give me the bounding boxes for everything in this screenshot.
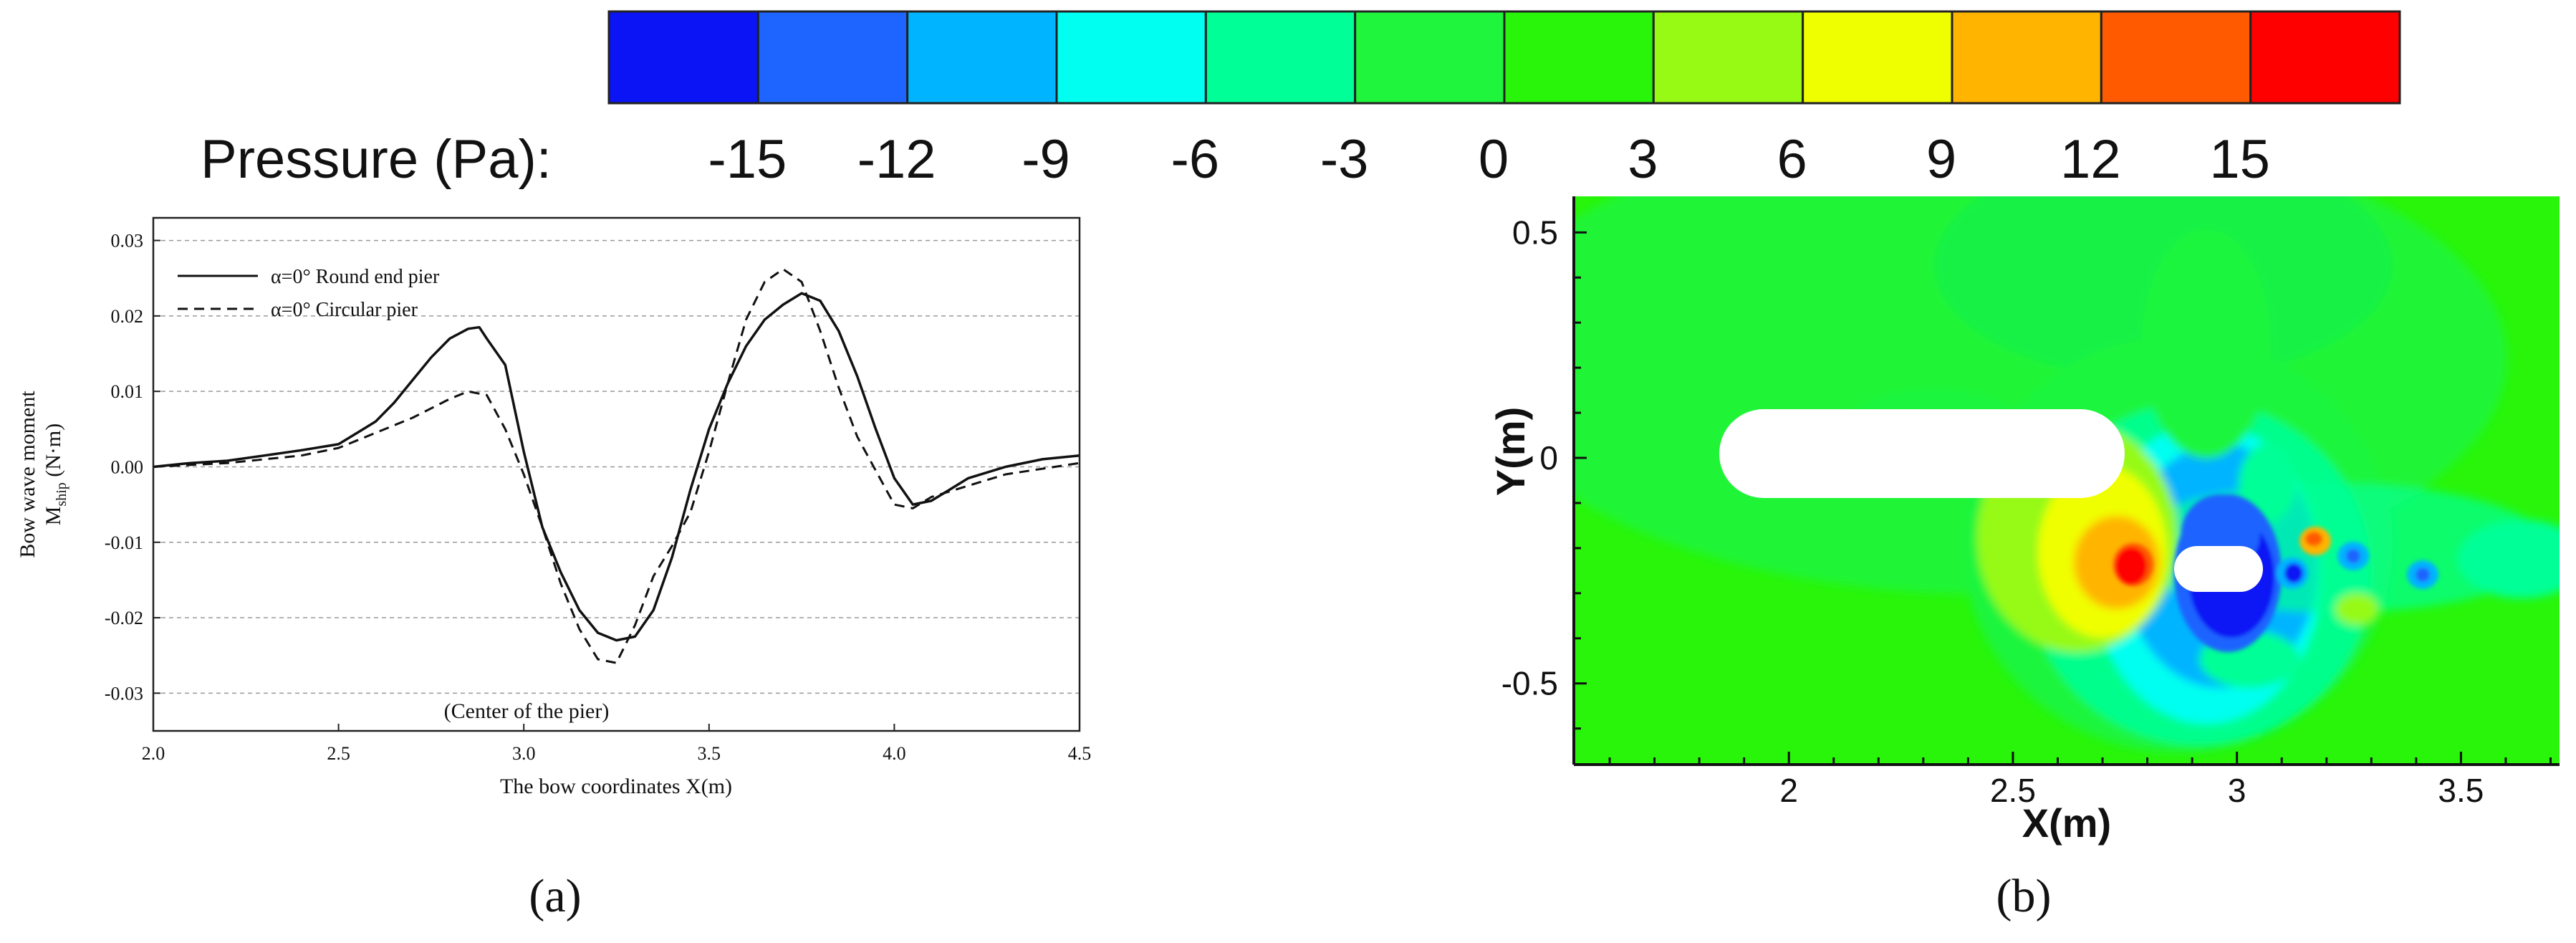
y-tick-label: -0.5 xyxy=(1501,665,1558,702)
series-line-round-end-pier xyxy=(153,292,1080,642)
x-tick-label: 3.5 xyxy=(2438,772,2484,809)
colorbar-swatch xyxy=(607,10,759,105)
colorbar-swatch xyxy=(1652,10,1804,105)
y-axis-label: Y(m) xyxy=(1488,407,1533,496)
y-tick-label: 0.03 xyxy=(111,231,144,252)
y-tick-label: 0.02 xyxy=(111,306,144,327)
y-tick-labels: 0.5 0 -0.5 xyxy=(1501,214,1558,702)
colorbar-swatch xyxy=(1204,10,1357,105)
legend: α=0° Round end pier α=0° Circular pier xyxy=(178,266,440,321)
y-tick-label: -0.02 xyxy=(105,608,143,628)
y-axis-label-symbol: M xyxy=(42,507,65,526)
axis-ticks xyxy=(1574,231,2552,765)
x-tick-label: 3.5 xyxy=(698,743,721,764)
legend-label-round-end-pier: α=0° Round end pier xyxy=(271,266,440,288)
x-tick-label: 3 xyxy=(2228,772,2246,809)
panel-a-line-chart: 2.0 2.5 3.0 3.5 4.0 4.5 -0.03 -0.02 -0.01 0.00 0.… xyxy=(16,216,1092,922)
colorbar-tick-labels: -15 -12 -9 -6 -3 0 3 6 9 12 15 xyxy=(708,129,2270,190)
x-axis-label: X(m) xyxy=(2022,800,2111,846)
legend-label-circular-pier: α=0° Circular pier xyxy=(271,299,418,321)
circular-pier-shape xyxy=(2174,546,2263,592)
y-tick-label: 0 xyxy=(1539,439,1558,477)
colorbar-tick-label: 15 xyxy=(2209,129,2270,190)
plot-frame xyxy=(152,216,1081,732)
colorbar-swatch xyxy=(756,10,909,105)
colorbar-tick-label: -6 xyxy=(1171,129,1220,190)
contour-field xyxy=(1574,196,2560,752)
colorbar-tick-label: 3 xyxy=(1628,129,1658,190)
colorbar-tick-label: -12 xyxy=(857,129,936,190)
y-axis-label-unit: (N·m) xyxy=(42,423,65,482)
y-axis-label-line1: Bow wave moment xyxy=(16,391,39,558)
colorbar-swatch xyxy=(1802,10,1953,105)
y-tick-labels: -0.03 -0.02 -0.01 0.00 0.01 0.02 0.03 xyxy=(105,231,143,704)
colorbar-swatch xyxy=(1354,10,1506,105)
colorbar-swatch xyxy=(2249,10,2401,105)
x-tick-label: 4.5 xyxy=(1068,743,1092,764)
round-end-pier-shape xyxy=(1719,409,2125,498)
panel-b-caption: (b) xyxy=(1996,870,2052,922)
pressure-colorbar xyxy=(607,10,2401,105)
x-tick-label: 2 xyxy=(1779,772,1798,809)
y-tick-label: 0.00 xyxy=(111,456,144,477)
colorbar-swatch xyxy=(1055,10,1207,105)
x-tick-label: 4.0 xyxy=(883,743,906,764)
x-tick-label: 2.5 xyxy=(327,743,350,764)
colorbar-swatch xyxy=(1951,10,2102,105)
x-tick-label: 3.0 xyxy=(512,743,536,764)
y-axis-label-line2: Mship (N·m) xyxy=(42,423,69,526)
panel-a-caption: (a) xyxy=(529,870,581,922)
panel-b-contour-map: 2 2.5 3 3.5 0.5 0 -0.5 X(m) Y(m) (b) xyxy=(1488,196,2560,922)
colorbar-swatch xyxy=(906,10,1058,105)
x-tick-label: 2.5 xyxy=(1990,772,2036,809)
colorbar-tick-label: -9 xyxy=(1022,129,1070,190)
x-axis-label: The bow coordinates X(m) xyxy=(500,775,732,798)
series-line-circular-pier xyxy=(153,268,1080,664)
colorbar-tick-label: 0 xyxy=(1479,129,1509,190)
colorbar-tick-label: 6 xyxy=(1777,129,1807,190)
colorbar-tick-label: -3 xyxy=(1320,129,1369,190)
colorbar-label: Pressure (Pa): xyxy=(201,129,552,190)
y-tick-label: 0.01 xyxy=(111,381,144,402)
colorbar-swatch xyxy=(1503,10,1655,105)
x-tick-labels: 2.0 2.5 3.0 3.5 4.0 4.5 xyxy=(142,743,1092,764)
colorbar-tick-label: 12 xyxy=(2060,129,2121,190)
series-group xyxy=(153,268,1080,664)
colorbar-tick-label: -15 xyxy=(708,129,787,190)
y-tick-label: -0.01 xyxy=(105,532,143,553)
pier-center-annotation: (Center of the pier) xyxy=(444,699,610,723)
x-tick-labels: 2 2.5 3 3.5 xyxy=(1779,772,2484,809)
y-tick-label: 0.5 xyxy=(1512,214,1558,251)
y-axis-label-subscript: ship xyxy=(54,482,69,506)
colorbar-swatch xyxy=(2100,10,2252,105)
y-tick-label: -0.03 xyxy=(105,683,143,704)
colorbar-tick-label: 9 xyxy=(1926,129,1956,190)
x-tick-label: 2.0 xyxy=(142,743,165,764)
